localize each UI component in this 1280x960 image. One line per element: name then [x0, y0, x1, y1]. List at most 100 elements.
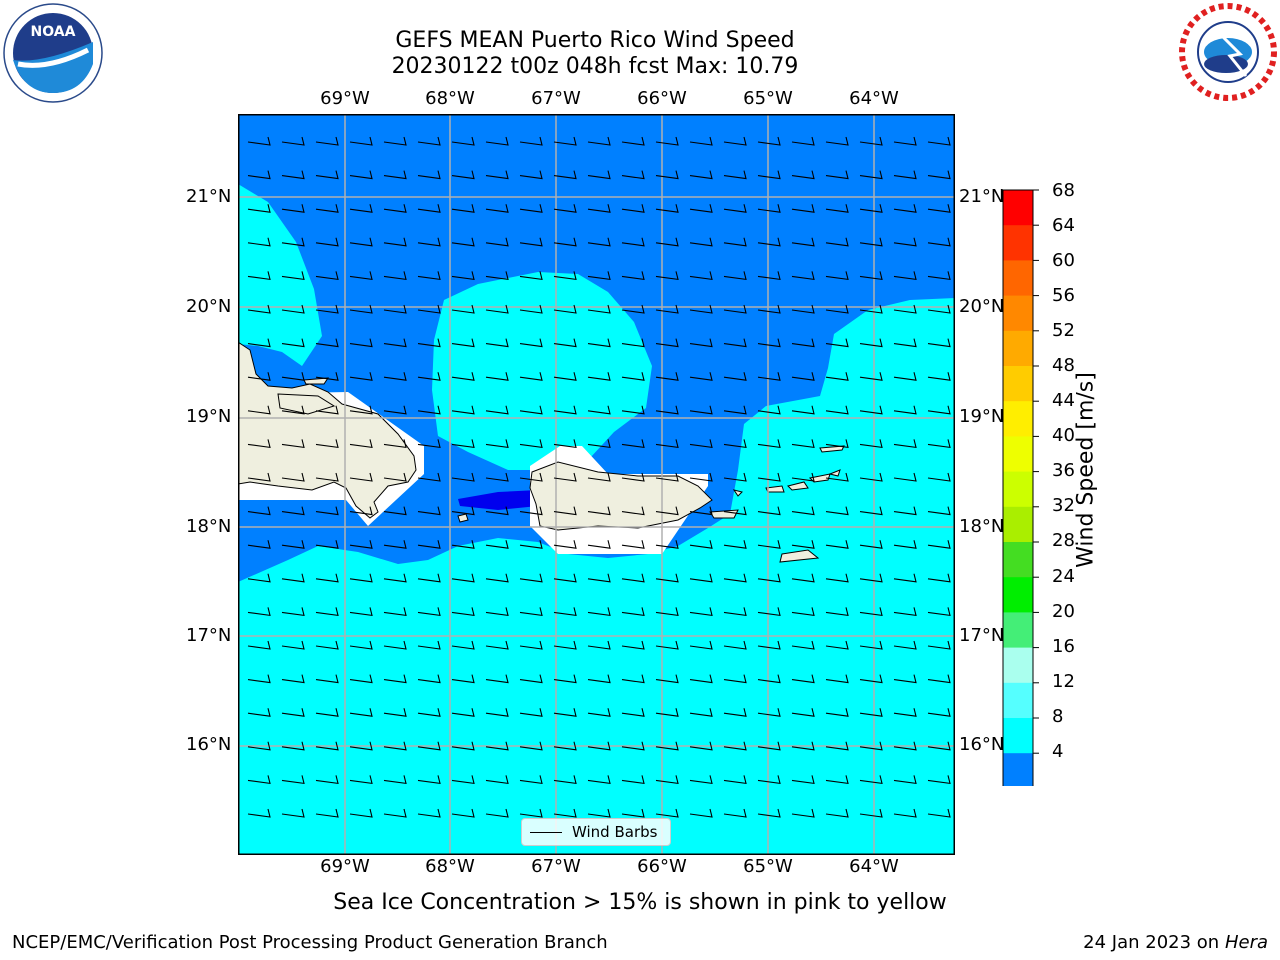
wind-barb: [825, 607, 849, 617]
wind-barb: [315, 640, 339, 650]
wind-barb: [417, 674, 441, 684]
wind-barb: [349, 573, 373, 583]
wind-barb: [383, 405, 407, 415]
wind-barb: [247, 338, 271, 348]
lon-label: 64°W: [849, 856, 899, 877]
wind-barb: [587, 405, 611, 415]
wind-barb: [791, 540, 815, 549]
wind-barb: [553, 640, 577, 650]
wind-barb: [247, 808, 271, 818]
land-hispaniola-north: [277, 393, 336, 415]
wind-barb: [927, 405, 951, 415]
wind-barb: [757, 506, 781, 516]
wind-barb: [791, 170, 815, 180]
wind-barb: [927, 338, 951, 348]
wind-barb: [859, 573, 883, 583]
wind-barb: [723, 439, 747, 449]
wind-barb: [281, 136, 305, 146]
wind-barb: [247, 204, 271, 213]
wind-barb: [723, 573, 747, 583]
wind-barb: [451, 405, 475, 415]
colorbar-tick: 60: [1052, 250, 1075, 271]
land-st-croix: [779, 549, 820, 563]
wind-barb: [723, 204, 747, 213]
wind-barb: [383, 170, 407, 180]
wind-barb: [553, 372, 577, 381]
svg-text:NOAA: NOAA: [31, 24, 76, 40]
wind-barb: [723, 640, 747, 650]
wind-barb: [315, 472, 339, 482]
wind-barb: [893, 640, 917, 650]
wind-barb: [451, 472, 475, 482]
wind-barb: [383, 607, 407, 617]
wind-barb: [723, 775, 747, 785]
map-legend: Wind Barbs: [521, 818, 671, 846]
wind-barb: [383, 472, 407, 482]
colorbar-tick: 48: [1052, 355, 1075, 376]
wind-barb: [247, 271, 271, 281]
wind-barb: [315, 136, 339, 146]
wind-barb: [451, 506, 475, 516]
wind-barb: [927, 271, 951, 281]
wind-barb: [621, 808, 645, 818]
wind-barb: [621, 674, 645, 684]
wind-barb: [281, 170, 305, 180]
wind-barb: [417, 808, 441, 818]
wind-barb: [519, 674, 543, 684]
wind-barb: [723, 506, 747, 516]
wind-barb: [621, 304, 645, 314]
wind-barb: [383, 808, 407, 818]
wind-barb: [247, 405, 271, 415]
wind-barb: [281, 304, 305, 314]
wind-barb: [553, 674, 577, 684]
wind-barb: [519, 372, 543, 381]
wind-barb: [417, 540, 441, 549]
wind-barb: [791, 472, 815, 482]
wind-barb: [315, 304, 339, 314]
wind-barb: [689, 439, 713, 449]
wind-barb: [519, 405, 543, 415]
wind-barb: [893, 540, 917, 549]
lon-label: 66°W: [637, 88, 687, 109]
wind-barb: [859, 271, 883, 281]
wind-barb: [553, 170, 577, 180]
wind-barb: [247, 674, 271, 684]
wind-barb: [519, 640, 543, 650]
wind-barb: [859, 472, 883, 482]
wind-barb: [927, 204, 951, 213]
wind-barb: [893, 607, 917, 617]
wind-barb: [485, 540, 509, 549]
wind-barb: [723, 271, 747, 281]
wind-barb: [927, 674, 951, 684]
wind-barb: [927, 741, 951, 751]
wind-barb: [655, 204, 679, 213]
wind-barb: [825, 808, 849, 818]
wind-barb: [893, 136, 917, 146]
wind-barb: [655, 741, 679, 751]
wind-barb: [383, 741, 407, 751]
wind-barb: [791, 775, 815, 785]
wind-barb: [825, 405, 849, 415]
wind-barb: [485, 204, 509, 213]
wind-barb: [383, 372, 407, 381]
wind-barb: [349, 237, 373, 247]
colorbar-tick: 20: [1052, 601, 1075, 622]
wind-barb: [519, 136, 543, 146]
wind-barb: [689, 472, 713, 482]
wind-barb: [587, 136, 611, 146]
wind-barb: [825, 204, 849, 213]
footer-host: Hera: [1224, 932, 1268, 953]
land-st-john: [787, 481, 809, 491]
wind-barb: [791, 439, 815, 449]
wind-barb: [519, 304, 543, 314]
wind-barb: [791, 136, 815, 146]
wind-barb: [893, 439, 917, 449]
wind-barb: [689, 204, 713, 213]
wind-barb: [315, 573, 339, 583]
wind-barb: [451, 170, 475, 180]
colorbar-segment: [1003, 612, 1033, 649]
wind-barb: [757, 271, 781, 281]
wind-barb: [927, 472, 951, 482]
wind-barb: [247, 540, 271, 549]
wind-barb: [655, 708, 679, 717]
